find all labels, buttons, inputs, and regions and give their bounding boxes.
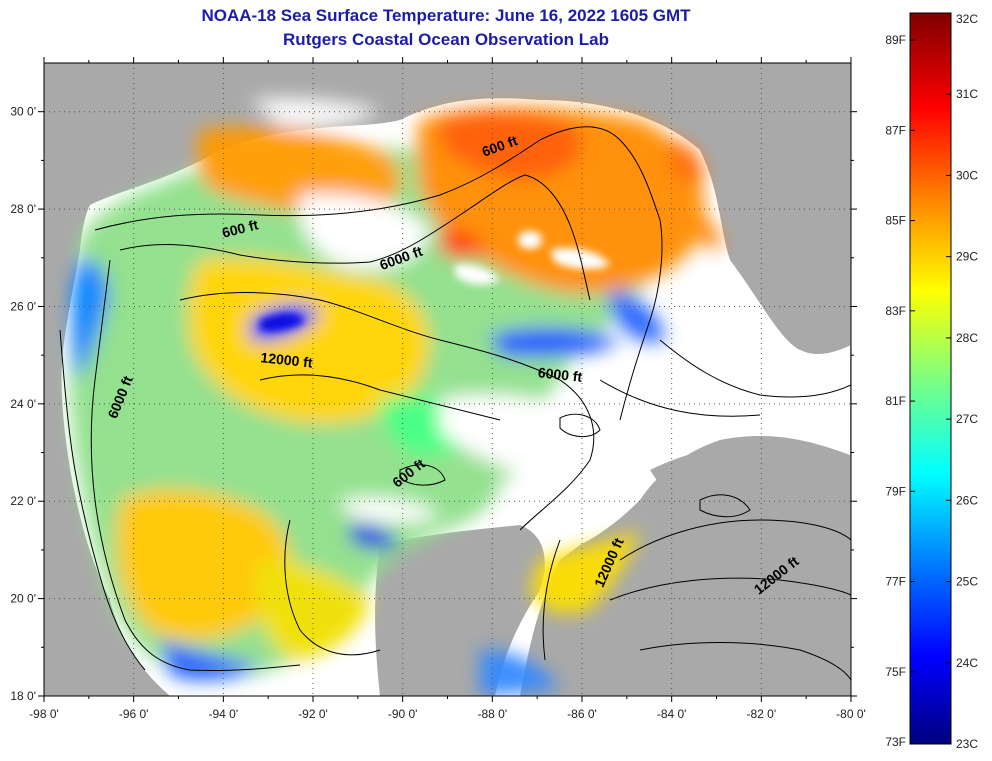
- lon-tick-label: -92 0': [298, 707, 328, 721]
- colorbar-c-label: 27C: [956, 412, 978, 426]
- colorbar-c-label: 29C: [956, 250, 978, 264]
- colorbar-ticks: [910, 39, 951, 673]
- bathymetry-contours: [59, 126, 851, 681]
- cuba: [650, 440, 850, 485]
- colorbar-c-label: 26C: [956, 493, 978, 507]
- lon-tick-label: -82 0': [747, 707, 777, 721]
- graticule: [44, 63, 851, 696]
- lon-tick-label: -90 0': [388, 707, 418, 721]
- colorbar-c-label: 32C: [956, 12, 978, 26]
- lon-tick-label: -98 0': [29, 707, 59, 721]
- colorbar-c-label: 30C: [956, 168, 978, 182]
- colorbar-c-label: 28C: [956, 331, 978, 345]
- lon-tick-label: -86 0': [567, 707, 597, 721]
- contour-label: 6000 ft: [537, 364, 583, 385]
- lat-tick-label: 28 0': [10, 202, 36, 216]
- lon-tick-label: -84 0': [657, 707, 687, 721]
- colorbar-f-label: 75F: [885, 665, 906, 679]
- colorbar-f-label: 73F: [885, 735, 906, 749]
- colorbar-f-label: 77F: [885, 575, 906, 589]
- lat-tick-label: 26 0': [10, 299, 36, 313]
- lat-tick-label: 22 0': [10, 494, 36, 508]
- colorbar-c-label: 25C: [956, 575, 978, 589]
- lon-tick-label: -94 0': [209, 707, 239, 721]
- colorbar-f-label: 81F: [885, 394, 906, 408]
- colorbar-c-label: 23C: [956, 737, 978, 751]
- colorbar-f-label: 87F: [885, 123, 906, 137]
- lat-tick-label: 20 0': [10, 592, 36, 606]
- lat-tick-label: 30 0': [10, 105, 36, 119]
- lon-tick-label: -88 0': [478, 707, 508, 721]
- colorbar-c-label: 24C: [956, 656, 978, 670]
- map-title: NOAA-18 Sea Surface Temperature: June 16…: [201, 6, 691, 25]
- longitude-labels: -98 0' -96 0' -94 0' -92 0' -90 0' -88 0' -86 …: [29, 707, 866, 721]
- sst-field: [69, 98, 721, 696]
- contour-label: 12000 ft: [260, 349, 314, 370]
- lon-tick-label: -96 0': [119, 707, 149, 721]
- map-subtitle: Rutgers Coastal Ocean Observation Lab: [283, 30, 609, 49]
- colorbar-f-label: 83F: [885, 304, 906, 318]
- tick-marks: [38, 57, 857, 702]
- latitude-labels: 18 0' 20 0' 22 0' 24 0' 26 0' 28 0' 30 0': [10, 105, 36, 703]
- lat-tick-label: 18 0': [10, 689, 36, 703]
- florida: [700, 130, 851, 355]
- lat-tick-label: 24 0': [10, 397, 36, 411]
- colorbar-celsius-labels: 32C 31C 30C 29C 28C 27C 26C 25C 24C 23C: [956, 12, 978, 751]
- colorbar-f-label: 85F: [885, 214, 906, 228]
- colorbar: [909, 12, 952, 745]
- colorbar-f-label: 89F: [885, 33, 906, 47]
- colorbar-fahrenheit-labels: 89F 87F 85F 83F 81F 79F 77F 75F 73F: [885, 33, 906, 749]
- lon-tick-label: -80 0': [836, 707, 866, 721]
- colorbar-f-label: 79F: [885, 484, 906, 498]
- colorbar-c-label: 31C: [956, 87, 978, 101]
